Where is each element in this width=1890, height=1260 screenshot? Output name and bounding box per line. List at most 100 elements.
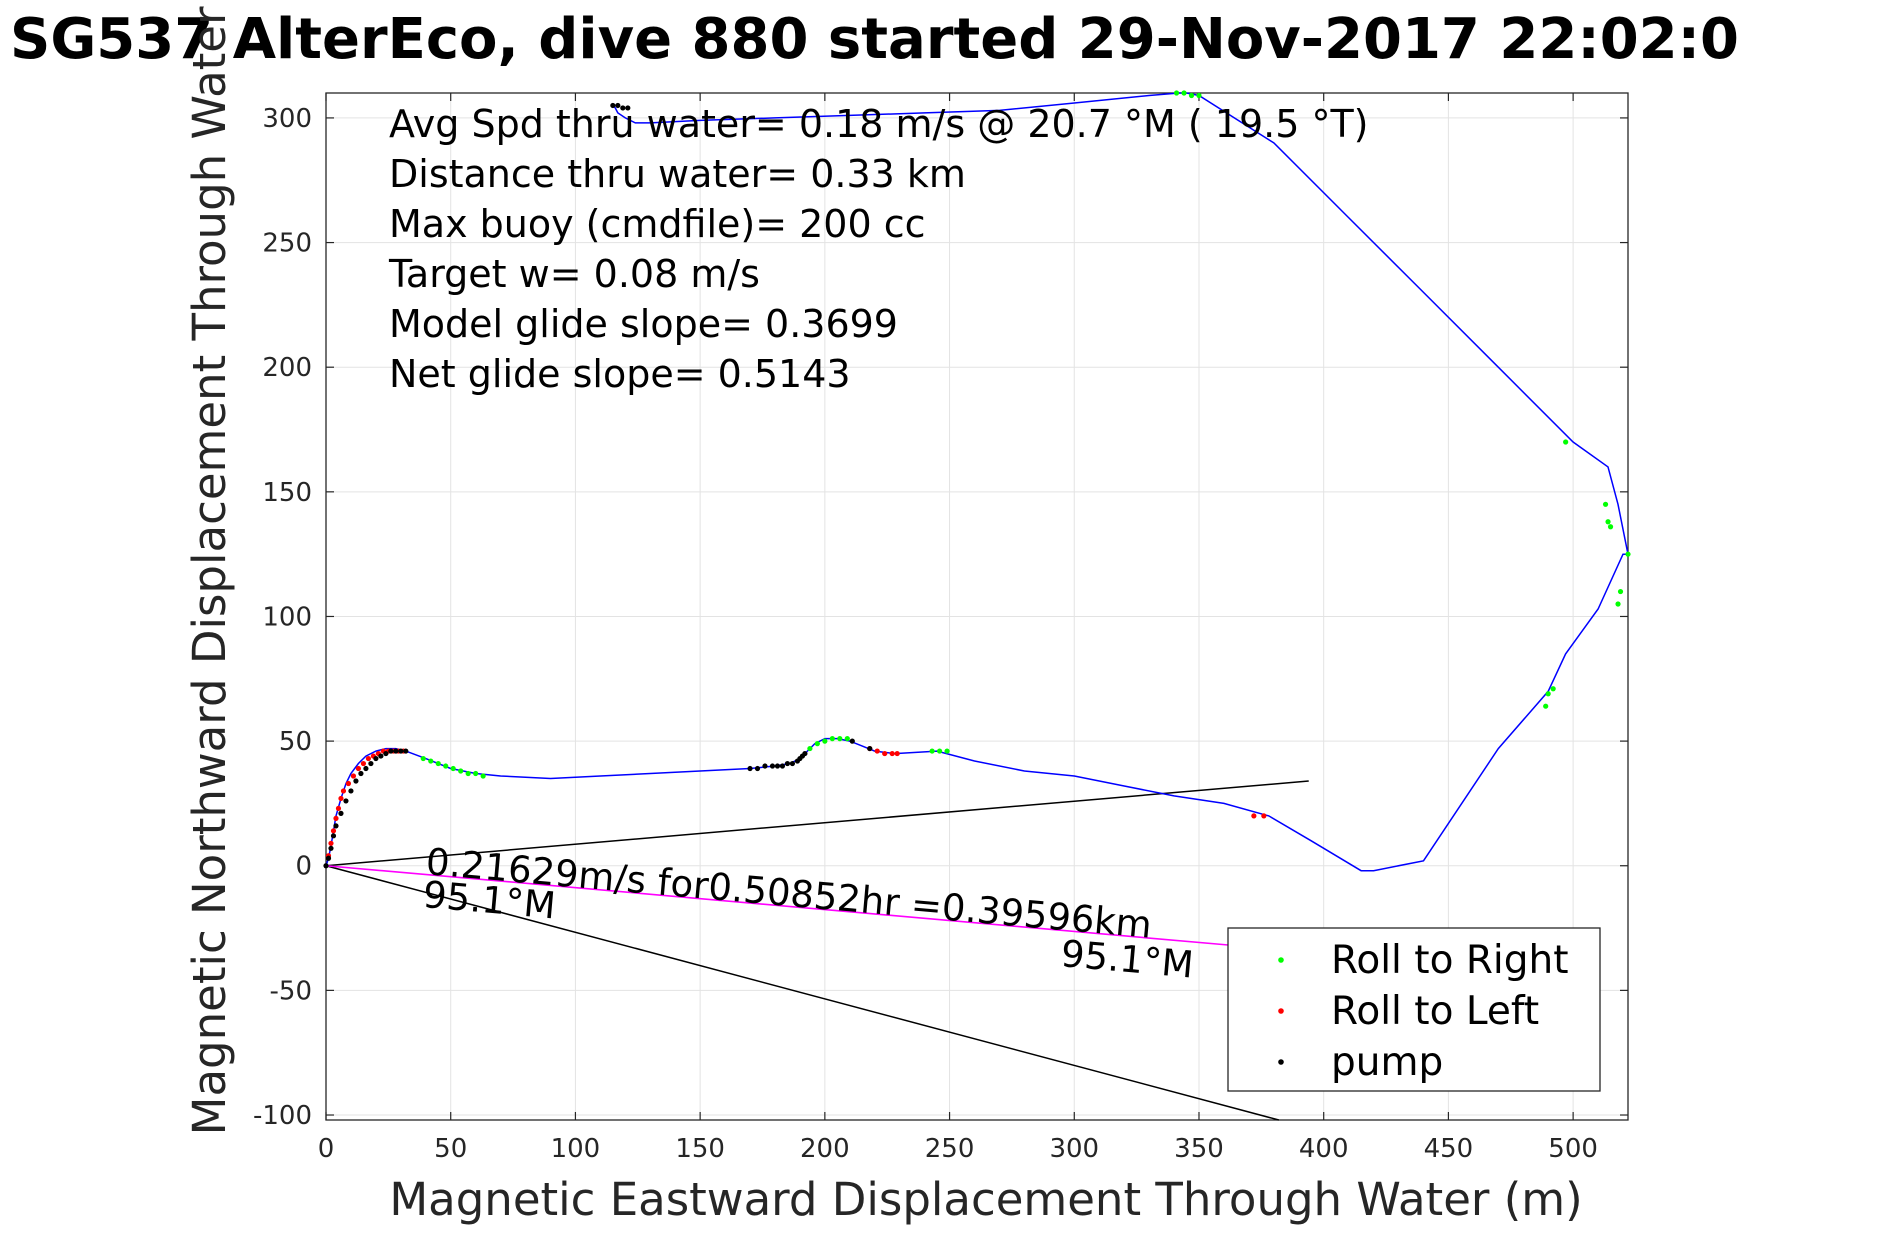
roll-to-right-point [1550,686,1556,692]
pump-point [403,748,409,754]
heading-guide-line [325,865,1279,1121]
pump-point [383,750,389,757]
roll-to-right-point [1196,92,1202,99]
roll-to-left-point [338,795,344,802]
pump-point [328,845,334,851]
annotation-line: Distance thru water= 0.33 km [389,152,966,196]
roll-to-left-point [330,828,337,834]
pump-point [615,102,621,109]
roll-to-right-point [936,748,943,754]
roll-to-left-point [874,748,880,754]
x-axis-label: Magnetic Eastward Displacement Through W… [389,1173,1582,1226]
roll-to-right-point [807,745,813,752]
roll-to-right-point [465,770,471,777]
roll-to-left-point [882,750,888,757]
annotation-line: Model glide slope= 0.3699 [389,302,898,346]
y-axis-label: Magnetic Northward Displacement Through … [183,0,236,1135]
pump-point [325,855,332,861]
roll-to-right-point [1605,519,1611,525]
roll-to-right-point [1602,501,1609,507]
roll-to-left-point [1251,813,1257,819]
grid [325,93,1628,1120]
pump-point [789,760,796,767]
chart-title: SG537 AlterEco, dive 880 started 29-Nov-… [10,7,1739,72]
legend-label: pump [1331,1040,1443,1085]
current-label-group: 0.21629m/s for0.50852hr =0.39596km95.1°M… [421,840,1195,986]
pump-point [378,753,384,759]
roll-to-right-point [829,736,835,742]
roll-to-left-point [333,815,339,821]
legend-label: Roll to Right [1331,938,1569,983]
pump-point [774,763,781,769]
roll-to-left-point [360,760,367,767]
y-tick-label: 150 [262,478,312,508]
pump-point [368,760,374,767]
pump-point [779,763,786,769]
roll-to-left-point [1261,813,1267,819]
pump-point [323,863,329,869]
x-tick-label: 450 [1424,1134,1474,1164]
roll-to-right-point [480,773,486,779]
x-tick-label: 200 [800,1134,850,1164]
pump-point [610,102,616,109]
annotation-line: Net glide slope= 0.5143 [389,352,851,396]
axes: 0 50 100 150 200 250 300 350 400 450 5003002502001… [253,92,1629,1164]
roll-to-right-point [814,740,820,747]
roll-to-left-point [345,780,352,787]
x-tick-label: 300 [1049,1134,1099,1164]
pump-point [343,798,349,804]
x-tick-label: 250 [925,1134,975,1164]
roll-to-right-point [844,736,850,742]
annotation-line: Max buoy (cmdfile)= 200 cc [389,202,926,246]
roll-to-right-point [822,738,828,744]
pump-point [802,750,808,757]
pump-point [849,738,855,744]
legend-marker [1278,957,1284,963]
legend: Roll to Right Roll to Left pump [1227,927,1601,1092]
pump-point [353,778,359,784]
pump-point [330,833,337,839]
x-tick-label: 50 [434,1134,467,1164]
x-tick-label: 100 [551,1134,601,1164]
pump-point [398,748,404,754]
roll-to-right-point [944,748,950,754]
annotation-line: Target w= 0.08 m/s [388,252,760,296]
pump-point [358,770,364,777]
roll-to-right-point [1188,92,1195,99]
x-tick-label: 0 [318,1134,335,1164]
pump-point [333,823,339,829]
roll-to-right-point [1545,691,1551,697]
roll-to-right-point [1563,439,1569,445]
roll-to-left-point [894,750,900,757]
pump-point [388,748,394,754]
pump-point [338,810,344,816]
roll-to-right-point [1617,588,1624,595]
pump-point [762,763,768,769]
pump-point [373,755,379,762]
roll-to-right-point [1625,551,1631,557]
roll-to-right-point [837,736,843,742]
roll-to-right-point [1543,703,1549,709]
pump-point [867,745,873,752]
roll-to-right-point [1615,601,1621,607]
roll-to-right-point [1181,90,1187,96]
x-tick-label: 500 [1548,1134,1598,1164]
heading-guide-line [325,780,1309,867]
roll-to-right-point [473,770,479,777]
pump-point [784,760,791,767]
plot-points [323,90,1631,869]
y-tick-label: 0 [295,852,312,882]
y-tick-label: 250 [262,229,312,259]
legend-label: Roll to Left [1331,989,1539,1034]
pump-point [747,765,753,772]
y-tick-label: 300 [262,104,312,134]
roll-to-left-point [889,750,895,757]
roll-to-left-point [340,788,347,794]
x-tick-label: 400 [1299,1134,1349,1164]
plot-frame [325,92,1629,1121]
annotation-block: Avg Spd thru water= 0.18 m/s @ 20.7 °M (… [388,102,1369,396]
roll-to-left-point [328,840,334,846]
annotation-line: Avg Spd thru water= 0.18 m/s @ 20.7 °M (… [389,102,1369,146]
